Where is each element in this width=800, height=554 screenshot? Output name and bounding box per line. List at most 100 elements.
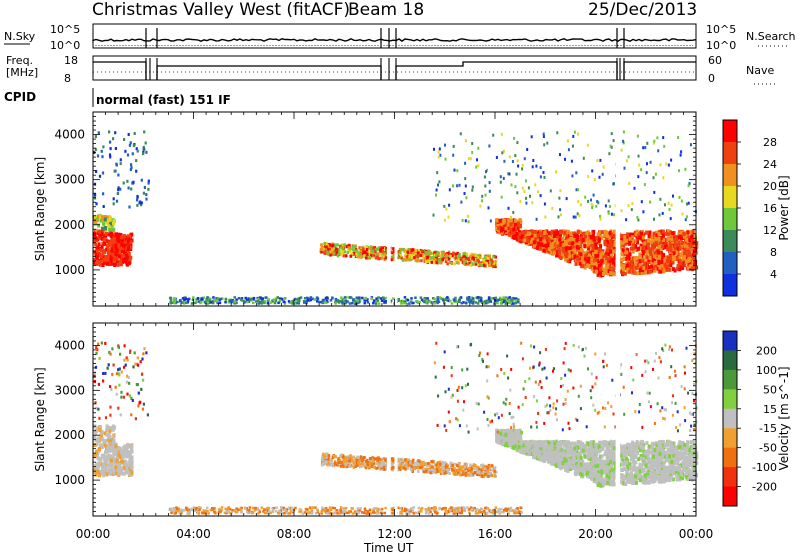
- echo-cell: [674, 235, 678, 240]
- echo-cell: [128, 205, 131, 209]
- echo-cell: [107, 456, 111, 461]
- echo-cell: [125, 356, 128, 360]
- echo-cell: [435, 253, 438, 257]
- echo-cell: [620, 252, 624, 257]
- echo-cell: [628, 252, 632, 257]
- echo-cell: [307, 508, 310, 511]
- echo-cell: [419, 253, 423, 257]
- echo-cell: [104, 416, 108, 420]
- echo-cell: [127, 463, 131, 467]
- echo-cell: [247, 298, 250, 302]
- echo-cell: [620, 209, 623, 213]
- echo-cell: [142, 352, 145, 356]
- echo-cell: [691, 252, 695, 257]
- echo-cell: [541, 235, 545, 240]
- echo-cell: [514, 225, 518, 230]
- echo-cell: [593, 178, 596, 182]
- echo-cell: [126, 374, 129, 378]
- echo-cell: [558, 237, 562, 242]
- echo-cell: [684, 240, 688, 245]
- echo-cell: [482, 263, 486, 267]
- echo-cell: [506, 508, 509, 511]
- echo-cell: [417, 251, 420, 255]
- echo-cell: [97, 131, 100, 135]
- echo-cell: [108, 241, 112, 246]
- echo-cell: [138, 201, 141, 205]
- echo-cell: [587, 264, 591, 268]
- echo-cell: [235, 301, 238, 305]
- echo-cell: [588, 238, 592, 243]
- echo-cell: [449, 254, 452, 258]
- echo-cell: [682, 248, 686, 253]
- echo-cell: [608, 240, 612, 245]
- echo-cell: [126, 454, 130, 459]
- echo-cell: [470, 257, 474, 261]
- echo-cell: [458, 256, 461, 260]
- echo-cell: [542, 248, 546, 253]
- echo-cell: [657, 259, 661, 264]
- echo-cell: [117, 368, 120, 372]
- echo-cell: [579, 239, 583, 243]
- echo-cell: [420, 510, 423, 513]
- echo-cell: [559, 242, 563, 247]
- echo-cell: [106, 443, 110, 448]
- echo-cell: [96, 154, 100, 158]
- echo-cell: [424, 301, 428, 304]
- echo-cell: [172, 511, 175, 514]
- echo-cell: [678, 169, 680, 173]
- echo-cell: [94, 431, 98, 436]
- echo-cell: [488, 257, 492, 261]
- echo-cell: [567, 234, 571, 239]
- echo-cell: [433, 251, 436, 255]
- echo-cell: [295, 299, 298, 303]
- echo-cell: [202, 296, 205, 299]
- echo-cell: [647, 234, 651, 238]
- echo-cell: [436, 301, 439, 305]
- echo-cell: [571, 253, 575, 258]
- echo-cell: [359, 249, 363, 253]
- echo-cell: [478, 299, 481, 303]
- echo-cell: [441, 507, 444, 511]
- echo-cell: [343, 508, 347, 512]
- echo-cell: [565, 197, 568, 201]
- echo-cell: [107, 363, 110, 367]
- echo-cell: [95, 217, 99, 222]
- echo-cell: [440, 250, 444, 254]
- echo-cell: [372, 246, 375, 250]
- echo-cell: [543, 175, 546, 179]
- echo-cell: [449, 508, 452, 512]
- echo-cell: [594, 242, 598, 247]
- echo-cell: [415, 511, 418, 515]
- echo-cell: [373, 511, 377, 515]
- echo-cell: [482, 259, 486, 262]
- echo-cell: [650, 264, 654, 269]
- echo-cell: [436, 511, 439, 515]
- echo-cell: [375, 297, 378, 300]
- echo-cell: [94, 429, 98, 434]
- echo-cell: [464, 184, 467, 188]
- echo-cell: [432, 297, 435, 300]
- echo-cell: [574, 240, 578, 245]
- echo-cell: [444, 143, 446, 147]
- echo-cell: [524, 229, 528, 234]
- echo-cell: [124, 243, 128, 248]
- echo-cell: [657, 236, 661, 241]
- echo-cell: [122, 466, 126, 471]
- echo-cell: [139, 400, 142, 404]
- echo-cell: [367, 252, 371, 256]
- echo-cell: [600, 259, 604, 264]
- echo-cell: [525, 201, 528, 205]
- echo-cell: [517, 300, 520, 304]
- echo-cell: [392, 254, 395, 258]
- echo-cell: [599, 244, 603, 249]
- echo-cell: [278, 509, 281, 513]
- echo-cell: [631, 239, 634, 244]
- echo-cell: [259, 297, 262, 300]
- echo-cell: [190, 507, 194, 511]
- echo-cell: [678, 265, 682, 270]
- echo-cell: [140, 201, 143, 205]
- echo-cell: [216, 301, 219, 305]
- echo-cell: [460, 509, 464, 513]
- echo-cell: [229, 512, 232, 515]
- echo-cell: [619, 263, 623, 268]
